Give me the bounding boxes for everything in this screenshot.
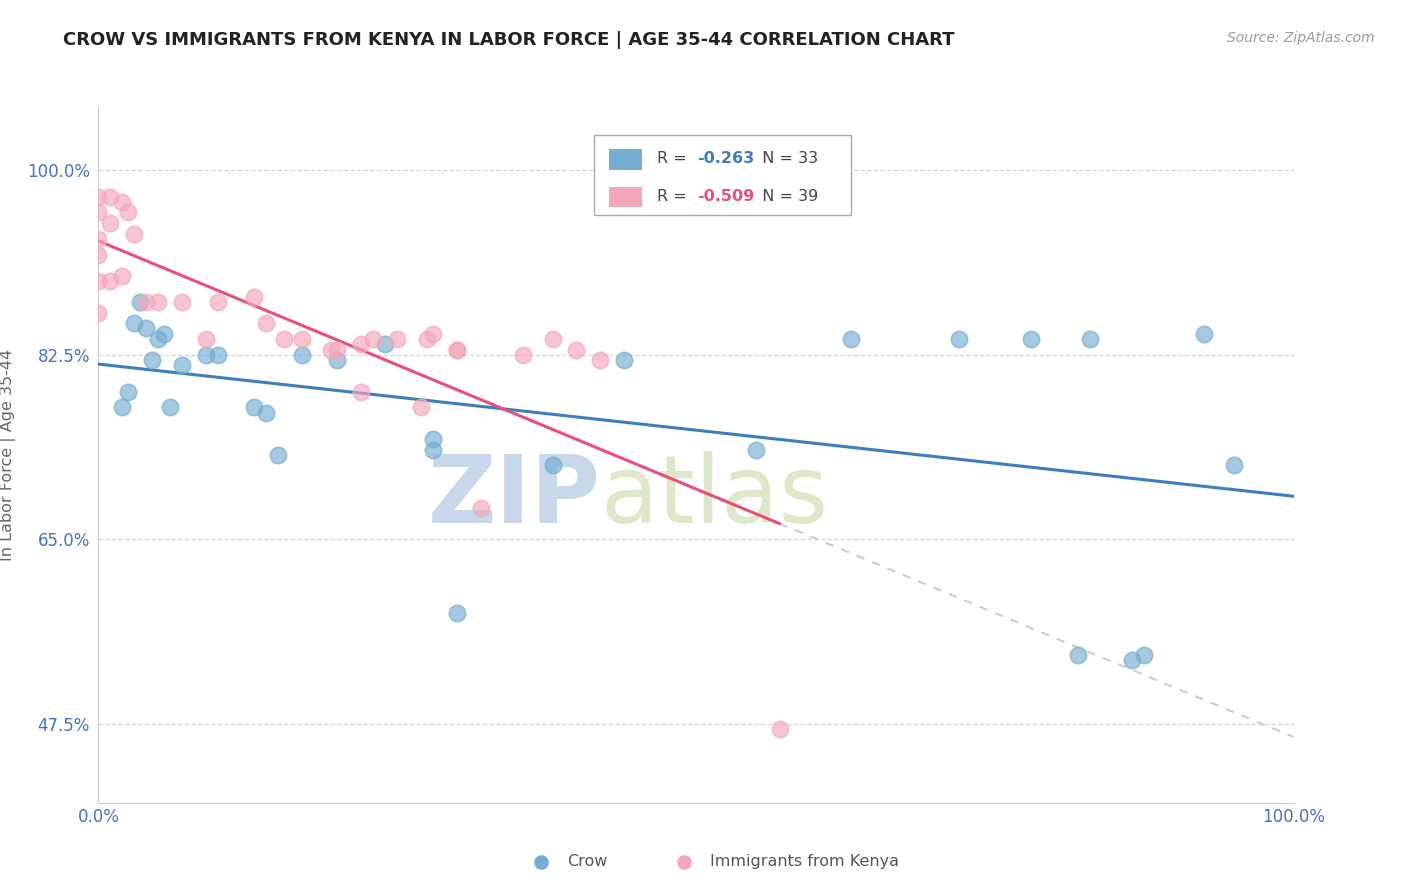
Point bbox=[745, 442, 768, 457]
Point bbox=[613, 353, 636, 368]
Point bbox=[98, 274, 122, 288]
Point bbox=[111, 194, 134, 209]
Point bbox=[124, 316, 146, 330]
Point bbox=[470, 500, 492, 515]
Point bbox=[446, 343, 468, 357]
Point bbox=[141, 353, 163, 368]
Point bbox=[98, 189, 122, 203]
Point bbox=[374, 337, 396, 351]
Point bbox=[87, 232, 110, 246]
Point bbox=[291, 348, 314, 362]
Point bbox=[1223, 458, 1246, 473]
Point bbox=[87, 305, 110, 319]
Point bbox=[385, 332, 409, 346]
Point bbox=[111, 268, 134, 283]
Point bbox=[589, 353, 612, 368]
FancyBboxPatch shape bbox=[609, 149, 643, 169]
Point bbox=[153, 326, 176, 341]
Point bbox=[207, 348, 229, 362]
Point bbox=[841, 332, 863, 346]
Point bbox=[243, 401, 266, 415]
Point bbox=[565, 343, 588, 357]
Text: Source: ZipAtlas.com: Source: ZipAtlas.com bbox=[1227, 31, 1375, 45]
Point bbox=[135, 295, 157, 310]
Point bbox=[159, 401, 181, 415]
Text: -0.263: -0.263 bbox=[697, 151, 755, 166]
Point bbox=[273, 332, 295, 346]
Point bbox=[1019, 332, 1042, 346]
Point bbox=[1080, 332, 1102, 346]
Text: R =: R = bbox=[657, 189, 692, 203]
Point bbox=[363, 332, 385, 346]
Y-axis label: In Labor Force | Age 35-44: In Labor Force | Age 35-44 bbox=[0, 349, 15, 561]
FancyBboxPatch shape bbox=[609, 186, 643, 208]
Point bbox=[321, 343, 343, 357]
Point bbox=[117, 205, 139, 219]
Point bbox=[87, 189, 110, 203]
Point bbox=[422, 326, 444, 341]
Point bbox=[148, 332, 170, 346]
Point bbox=[98, 216, 122, 230]
Point bbox=[148, 295, 170, 310]
Text: N = 33: N = 33 bbox=[752, 151, 818, 166]
Point bbox=[254, 406, 277, 420]
Point bbox=[111, 401, 134, 415]
Point bbox=[422, 432, 444, 446]
Point bbox=[1121, 653, 1143, 667]
Text: Immigrants from Kenya: Immigrants from Kenya bbox=[710, 855, 900, 870]
Point bbox=[541, 458, 564, 473]
Point bbox=[207, 295, 229, 310]
Text: atlas: atlas bbox=[600, 450, 828, 542]
Text: CROW VS IMMIGRANTS FROM KENYA IN LABOR FORCE | AGE 35-44 CORRELATION CHART: CROW VS IMMIGRANTS FROM KENYA IN LABOR F… bbox=[63, 31, 955, 49]
Point bbox=[512, 348, 534, 362]
Point bbox=[291, 332, 314, 346]
Point bbox=[87, 205, 110, 219]
Point bbox=[135, 321, 157, 335]
Point bbox=[768, 722, 790, 736]
Text: Crow: Crow bbox=[567, 855, 607, 870]
Point bbox=[446, 606, 468, 620]
Point bbox=[172, 295, 194, 310]
Point bbox=[948, 332, 970, 346]
Point bbox=[326, 343, 349, 357]
Point bbox=[87, 247, 110, 261]
Text: R =: R = bbox=[657, 151, 692, 166]
Point bbox=[541, 332, 564, 346]
Point bbox=[267, 448, 290, 462]
Point bbox=[446, 343, 468, 357]
Point bbox=[129, 295, 152, 310]
Point bbox=[254, 316, 277, 330]
Text: ZIP: ZIP bbox=[427, 450, 600, 542]
Point bbox=[243, 290, 266, 304]
Point bbox=[350, 337, 373, 351]
Point bbox=[422, 442, 444, 457]
Text: N = 39: N = 39 bbox=[752, 189, 818, 203]
Text: -0.509: -0.509 bbox=[697, 189, 755, 203]
FancyBboxPatch shape bbox=[595, 135, 852, 215]
Point bbox=[124, 227, 146, 241]
Point bbox=[350, 384, 373, 399]
Point bbox=[172, 359, 194, 373]
Point bbox=[416, 332, 439, 346]
Point bbox=[1133, 648, 1156, 663]
Point bbox=[195, 332, 218, 346]
Point bbox=[326, 353, 349, 368]
Point bbox=[1192, 326, 1215, 341]
Point bbox=[195, 348, 218, 362]
Point bbox=[87, 274, 110, 288]
Point bbox=[117, 384, 139, 399]
Point bbox=[1067, 648, 1090, 663]
Point bbox=[411, 401, 433, 415]
